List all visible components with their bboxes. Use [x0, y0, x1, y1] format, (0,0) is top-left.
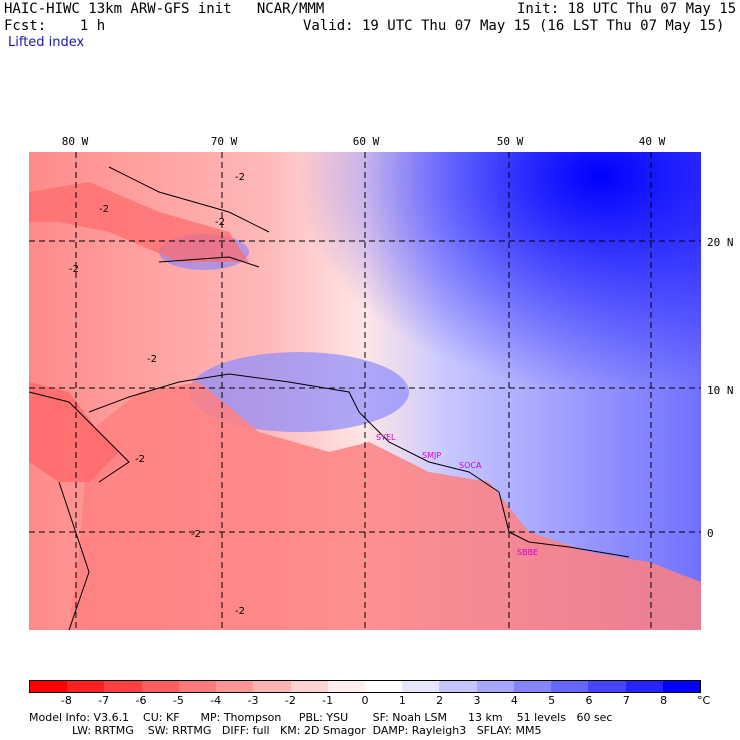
colorbar-tick-label: 8: [660, 694, 668, 707]
contour-label: -2: [235, 172, 245, 183]
colorbar-swatch: [588, 681, 626, 692]
model-info-line-1: Model Info: V3.6.1 CU: KF MP: Thompson P…: [29, 711, 613, 724]
colorbar-tick-label: -7: [98, 694, 110, 707]
caribbean-stable-patch: [189, 352, 409, 432]
contour-label: -2: [191, 529, 201, 540]
colorbar-swatch: [662, 681, 700, 692]
colorbar-swatch: [216, 681, 254, 692]
forecast-hour: Fcst: 1 h: [4, 18, 106, 34]
site-label-soca: SOCA: [459, 461, 482, 470]
lon-label-60w: 60 W: [352, 135, 380, 148]
model-title: HAIC-HIWC 13km ARW-GFS init NCAR/MMM: [4, 1, 325, 17]
colorbar-tick-label: 1: [398, 694, 406, 707]
lifted-index-map: -2 -2 -2 -2 -2 -2 -2 -2 SYEL SMJP SOCA S…: [29, 152, 701, 630]
init-time: Init: 18 UTC Thu 07 May 15: [517, 1, 737, 17]
colorbar-tick-label: 5: [548, 694, 556, 707]
lat-label-10n: 10 N: [707, 384, 734, 397]
colorbar-swatch: [439, 681, 477, 692]
site-label-smjp: SMJP: [422, 451, 441, 460]
colorbar-swatch: [253, 681, 291, 692]
colorbar-unit: °C: [697, 694, 711, 707]
colorbar-tick-label: 2: [436, 694, 444, 707]
colorbar-tick-label: -6: [135, 694, 147, 707]
colorbar-tick-label: -3: [247, 694, 259, 707]
contour-label: -2: [235, 606, 245, 617]
lat-label-0: 0: [707, 527, 714, 540]
colorbar-swatch: [178, 681, 217, 692]
contour-label: -2: [99, 204, 109, 215]
lat-label-20n: 20 N: [707, 236, 734, 249]
central-america-land: [29, 382, 119, 482]
colorbar-tick-label: -8: [60, 694, 72, 707]
colorbar-tick-label: -5: [172, 694, 184, 707]
colorbar-swatch: [104, 681, 142, 692]
colorbar-swatch: [30, 681, 68, 692]
model-info-line-2: LW: RRTMG SW: RRTMG DIFF: full KM: 2D Sm…: [72, 724, 542, 737]
colorbar-swatch: [364, 681, 403, 692]
contour-label: -2: [135, 454, 145, 465]
colorbar-tick-label: 7: [622, 694, 630, 707]
colorbar-swatch: [513, 681, 552, 692]
graticule: [29, 152, 701, 630]
coastline: [29, 166, 630, 630]
greater-antilles-land: [29, 182, 249, 262]
colorbar-swatch: [625, 681, 663, 692]
lon-label-80w: 80 W: [61, 135, 89, 148]
colorbar-tick-label: 3: [473, 694, 481, 707]
colorbar-tick-label: 6: [585, 694, 593, 707]
colorbar-swatch: [402, 681, 440, 692]
colorbar-swatch: [67, 681, 105, 692]
colorbar-swatch: [476, 681, 514, 692]
contour-label: -2: [69, 264, 79, 275]
colorbar-swatch: [141, 681, 179, 692]
colorbar-tick-label: -2: [284, 694, 296, 707]
colorbar: [29, 680, 701, 693]
lon-label-70w: 70 W: [210, 135, 238, 148]
colorbar-tick-label: 0: [361, 694, 369, 707]
contour-label: -2: [147, 354, 157, 365]
south-america-land: [69, 382, 701, 630]
valid-time: Valid: 19 UTC Thu 07 May 15 (16 LST Thu …: [303, 18, 725, 34]
colorbar-tick-label: -4: [210, 694, 222, 707]
contour-labels: -2 -2 -2 -2 -2 -2 -2 -2: [69, 172, 245, 617]
colorbar-swatch: [327, 681, 365, 692]
site-label-syel: SYEL: [376, 433, 396, 442]
colorbar-swatch: [290, 681, 328, 692]
lon-label-40w: 40 W: [638, 135, 666, 148]
colorbar-swatch: [551, 681, 589, 692]
field-name: Lifted index: [8, 35, 85, 50]
site-label-sbbe: SBBE: [517, 548, 538, 557]
contour-label: -2: [215, 217, 225, 228]
lon-label-50w: 50 W: [496, 135, 524, 148]
colorbar-tick-label: -1: [322, 694, 334, 707]
colorbar-tick-label: 4: [510, 694, 518, 707]
